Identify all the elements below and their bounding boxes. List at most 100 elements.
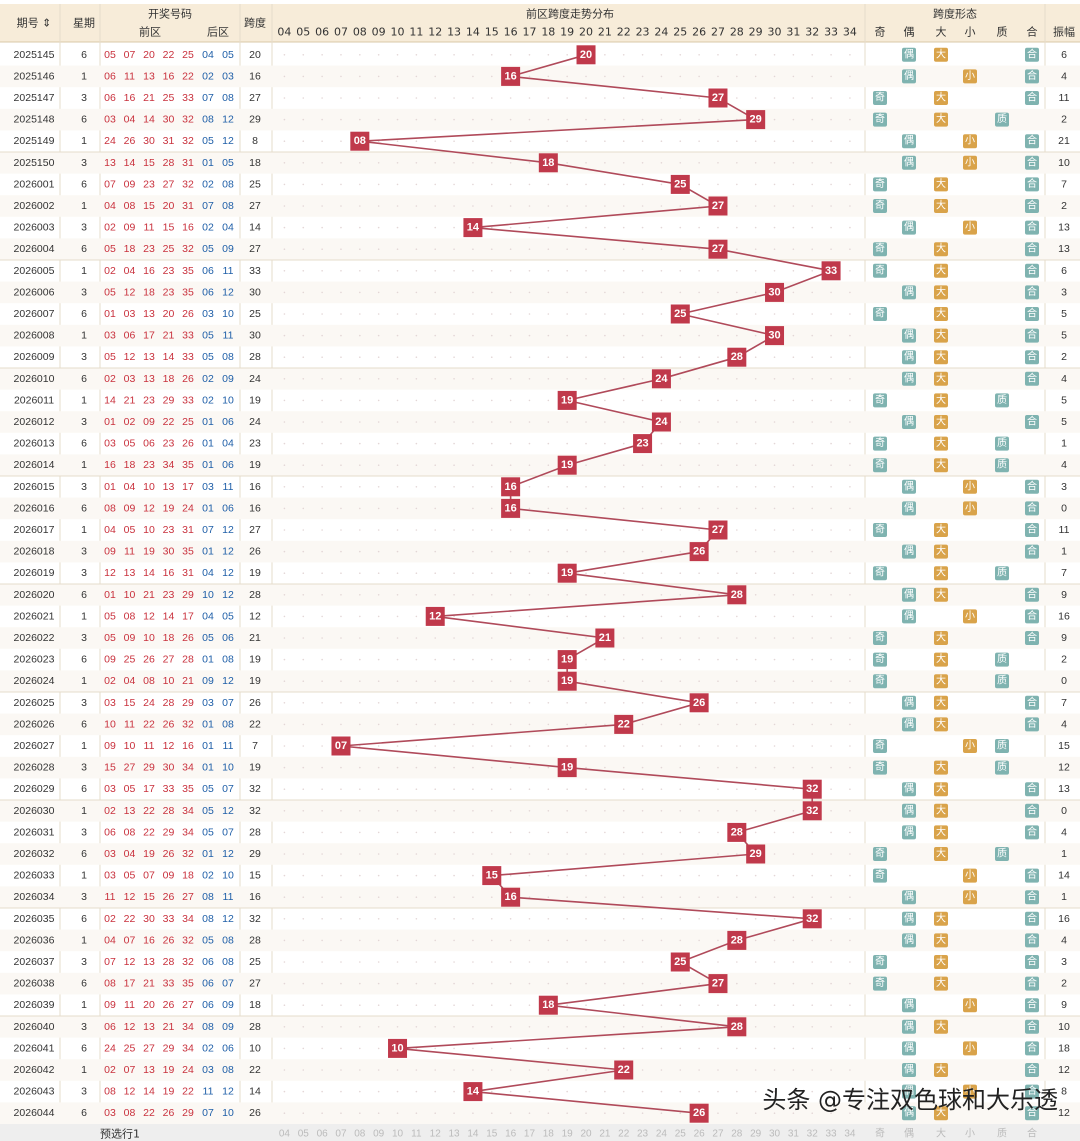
- miss-dot: [490, 399, 493, 402]
- weekday: 1: [81, 394, 87, 406]
- miss-dot: [472, 961, 474, 963]
- miss-dot: [849, 54, 851, 56]
- miss-dot: [792, 313, 795, 315]
- miss-dot: [377, 442, 380, 445]
- miss-dot: [792, 658, 795, 661]
- miss-dot: [660, 529, 663, 531]
- miss-dot: [302, 140, 305, 142]
- back-number: 01: [202, 546, 214, 558]
- form-badge-label: 奇: [875, 112, 885, 125]
- miss-dot: [811, 442, 814, 445]
- front-number: 10: [143, 481, 155, 493]
- miss-dot: [415, 140, 418, 142]
- miss-dot: [717, 313, 719, 315]
- miss-dot: [641, 75, 644, 78]
- miss-dot: [340, 896, 342, 898]
- miss-dot: [434, 745, 437, 747]
- miss-dot: [698, 378, 700, 380]
- miss-dot: [698, 75, 700, 78]
- form-badge-label: 奇: [875, 263, 885, 276]
- miss-dot: [453, 248, 455, 250]
- header-span-col: 28: [730, 26, 744, 39]
- front-number: 34: [182, 1042, 194, 1054]
- miss-dot: [622, 270, 625, 272]
- span-node: [708, 974, 728, 994]
- span-value: 27: [249, 524, 261, 536]
- miss-dot: [754, 1047, 757, 1050]
- miss-dot: [340, 658, 342, 661]
- form-badge-label: 质: [997, 113, 1007, 125]
- miss-dot: [377, 615, 380, 618]
- miss-dot: [377, 270, 380, 272]
- back-number: 08: [222, 956, 234, 968]
- amplitude-value: 5: [1061, 416, 1067, 428]
- miss-dot: [302, 831, 305, 834]
- miss-dot: [736, 1069, 738, 1071]
- miss-dot: [622, 378, 625, 380]
- miss-dot: [321, 1069, 323, 1071]
- issue-number: 2026044: [14, 1107, 55, 1119]
- miss-dot: [698, 334, 700, 337]
- miss-dot: [490, 140, 493, 142]
- miss-dot: [359, 831, 361, 834]
- span-node-label: 07: [335, 740, 347, 752]
- form-badge-label: 偶: [904, 350, 914, 363]
- front-number: 13: [104, 157, 116, 169]
- header-back: 后区: [207, 26, 229, 39]
- front-number: 31: [182, 567, 194, 579]
- span-value: 22: [249, 1064, 261, 1076]
- miss-dot: [717, 1112, 719, 1114]
- front-number: 23: [163, 438, 175, 450]
- front-number: 04: [124, 265, 136, 277]
- miss-dot: [566, 1047, 568, 1050]
- miss-dot: [754, 313, 757, 315]
- miss-dot: [754, 356, 757, 359]
- miss-dot: [566, 162, 568, 164]
- miss-dot: [698, 594, 700, 596]
- form-badge-label: 合: [1027, 631, 1037, 644]
- issue-number: 2026016: [14, 502, 55, 514]
- front-number: 02: [104, 1064, 116, 1076]
- form-badge-label: 小: [965, 999, 975, 1011]
- form-badge-label: 大: [936, 652, 946, 665]
- header-span-col: 04: [277, 26, 291, 39]
- miss-dot: [340, 291, 342, 294]
- miss-dot: [396, 594, 399, 596]
- span-node: [331, 736, 351, 756]
- header-form-col: 大: [936, 25, 947, 39]
- miss-dot: [528, 1026, 531, 1028]
- miss-dot: [321, 615, 323, 618]
- miss-dot: [340, 939, 342, 942]
- miss-dot: [811, 183, 814, 186]
- miss-dot: [359, 226, 361, 229]
- miss-dot: [415, 723, 418, 726]
- miss-dot: [830, 205, 832, 207]
- form-badge: [934, 631, 948, 645]
- amplitude-value: 6: [1061, 265, 1067, 277]
- miss-dot: [340, 1047, 342, 1050]
- miss-dot: [773, 594, 776, 596]
- miss-dot: [283, 270, 286, 272]
- miss-dot: [472, 486, 474, 488]
- miss-dot: [679, 270, 682, 272]
- miss-dot: [641, 918, 644, 920]
- miss-dot: [509, 421, 512, 423]
- miss-dot: [302, 54, 305, 56]
- form-badge: [1025, 177, 1039, 192]
- miss-dot: [660, 594, 663, 596]
- form-badge: [873, 631, 887, 645]
- miss-dot: [528, 270, 531, 272]
- amplitude-value: 3: [1061, 286, 1067, 298]
- form-badge: [995, 566, 1009, 581]
- form-badge: [1025, 263, 1039, 278]
- miss-dot: [472, 291, 474, 294]
- front-number: 27: [143, 1042, 155, 1054]
- miss-dot: [792, 1069, 795, 1071]
- form-badge: [1025, 631, 1039, 645]
- span-node: [765, 326, 785, 346]
- miss-dot: [415, 831, 418, 834]
- miss-dot: [396, 680, 399, 682]
- form-badge: [934, 955, 948, 969]
- miss-dot: [660, 313, 663, 315]
